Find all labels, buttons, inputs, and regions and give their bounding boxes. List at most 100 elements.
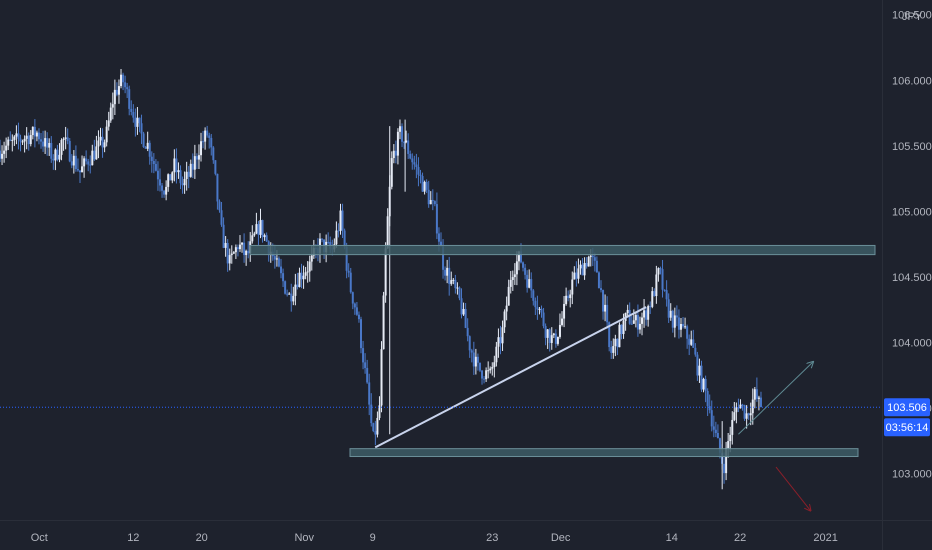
candle	[735, 402, 738, 424]
candle	[390, 151, 393, 190]
candle-body	[671, 310, 674, 328]
candle	[599, 280, 602, 293]
candle-body	[704, 378, 707, 391]
candle	[200, 132, 203, 162]
candle-body	[540, 308, 543, 313]
candle-body	[97, 140, 100, 147]
candle-body	[134, 117, 137, 127]
candle	[741, 403, 744, 411]
price-axis: 106.500 106.000 105.500 105.000 104.500 104.0…	[882, 0, 932, 550]
candle-body	[478, 362, 481, 371]
candle-body	[66, 137, 69, 141]
candle-body	[343, 230, 346, 247]
candle	[286, 289, 289, 297]
candle-body	[641, 317, 644, 324]
candle-body	[142, 133, 145, 147]
candle	[134, 108, 137, 137]
candle	[491, 362, 494, 376]
candle-body	[156, 170, 159, 180]
candle-body	[189, 163, 192, 177]
candle	[56, 144, 59, 162]
candle-body	[117, 86, 120, 95]
candle	[308, 255, 311, 282]
support-zone	[349, 448, 859, 458]
candle	[140, 114, 143, 145]
candle-body	[310, 255, 313, 262]
candle	[382, 291, 385, 350]
candle	[700, 360, 703, 393]
candle-body	[191, 163, 194, 170]
candle	[9, 131, 12, 142]
candle	[327, 232, 330, 245]
candle-body	[407, 140, 410, 154]
candle	[58, 143, 61, 163]
candle	[653, 288, 656, 297]
candle-body	[403, 141, 406, 143]
candle-body	[113, 89, 116, 105]
candle-body	[682, 324, 685, 327]
candle-body	[548, 329, 551, 343]
candle	[665, 280, 668, 307]
candle-body	[339, 210, 342, 231]
candle	[13, 135, 16, 146]
candle	[485, 367, 488, 382]
candle	[561, 311, 564, 327]
candle-body	[136, 117, 139, 127]
candle-body	[538, 308, 541, 310]
candle	[731, 411, 734, 445]
candle	[411, 153, 414, 170]
time-tick-label: Dec	[551, 532, 571, 544]
candle-body	[515, 261, 518, 275]
time-tick-label: Nov	[294, 532, 314, 544]
candle-body	[21, 141, 24, 143]
candle	[470, 348, 473, 363]
candle-body	[37, 132, 40, 140]
price-tick-label: 104.000	[892, 337, 932, 349]
candle-body	[458, 287, 461, 299]
candle-body	[87, 161, 90, 165]
candle	[376, 411, 379, 438]
candle-body	[727, 441, 730, 448]
candle	[15, 125, 18, 145]
candle	[87, 158, 90, 172]
candle-body	[741, 404, 744, 406]
candle-body	[204, 130, 207, 142]
candle-body	[304, 272, 307, 276]
candle	[189, 159, 192, 178]
candle	[277, 256, 280, 268]
candle-body	[684, 326, 687, 328]
candle	[230, 245, 233, 264]
candle	[481, 369, 484, 385]
candle	[204, 127, 207, 150]
countdown-badge	[884, 418, 930, 437]
candle-body	[577, 268, 580, 279]
candle	[177, 162, 180, 179]
candle	[261, 219, 264, 243]
candle-body	[628, 309, 631, 324]
candle	[306, 261, 309, 283]
candle	[569, 289, 572, 308]
candle	[163, 189, 166, 198]
candle-body	[386, 216, 389, 249]
candle	[97, 130, 100, 159]
candle	[462, 302, 465, 316]
candle-body	[723, 463, 726, 474]
candle	[335, 221, 338, 248]
candle-body	[42, 141, 45, 147]
candle	[364, 353, 367, 374]
candle	[148, 140, 151, 165]
candle	[757, 395, 760, 411]
candle	[339, 203, 342, 235]
candle	[679, 317, 682, 338]
candle	[429, 191, 432, 205]
candle	[563, 296, 566, 328]
candle	[702, 377, 705, 393]
projection-up-arrow	[738, 362, 812, 435]
candle	[628, 302, 631, 325]
candle	[458, 286, 461, 301]
candle-body	[579, 264, 582, 269]
candle	[202, 130, 205, 149]
candle-body	[200, 141, 203, 156]
